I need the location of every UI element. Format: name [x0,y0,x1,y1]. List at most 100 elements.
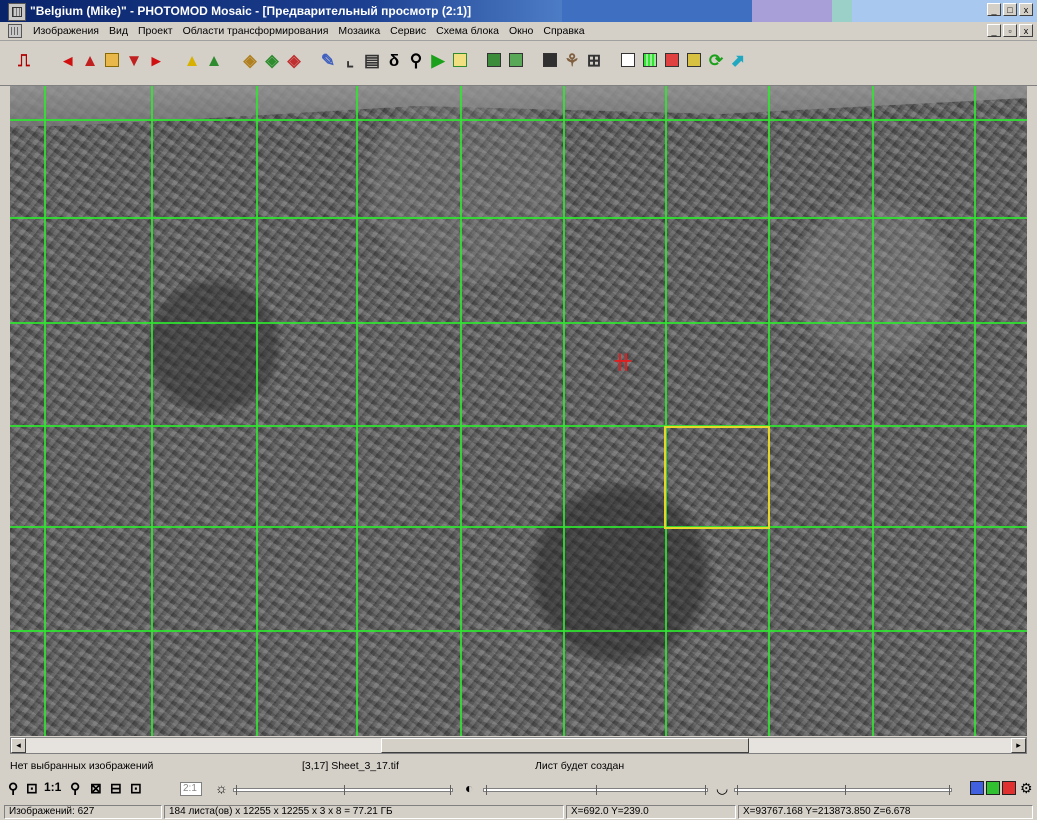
layers-3-icon[interactable]: ◈ [287,50,301,70]
grid-line-vertical [665,86,667,736]
grid-line-horizontal [10,526,1027,528]
menu-bar: Изображения Вид Проект Области трансформ… [0,22,1037,41]
green-grid-icon[interactable] [640,49,660,71]
settings-icon[interactable]: ⚙ [1020,780,1033,796]
green-channel-icon[interactable] [986,781,1000,795]
grid-green-icon[interactable] [484,49,504,71]
grid-line-vertical [563,86,565,736]
menu-block-scheme[interactable]: Схема блока [436,25,499,37]
image-frame-icon[interactable] [102,49,122,71]
map-viewport[interactable]: 卄 [10,86,1027,736]
scroll-right-icon[interactable]: ▸ [1011,738,1026,753]
cursor-marker: 卄 [614,353,632,373]
app-icon[interactable] [8,3,26,21]
image-left-icon[interactable]: ▲ [81,50,99,70]
zoom-in-icon[interactable]: ⚲ [8,780,19,796]
zoom-value-field[interactable]: 2:1 [180,782,202,796]
doc-close-button[interactable]: x [1019,24,1033,37]
grid-line-horizontal [10,425,1027,427]
cyan-arrow-icon[interactable]: ⬈ [730,50,746,70]
grid-line-vertical [460,86,462,736]
menu-transform-areas[interactable]: Области трансформирования [182,25,329,37]
play-icon[interactable]: ▶ [431,50,445,70]
grid4-icon[interactable]: ⊞ [586,50,602,70]
info-row: Нет выбранных изображений [3,17] Sheet_3… [0,757,1037,774]
grid-line-vertical [356,86,358,736]
zoom-fit-icon[interactable]: ⊡ [26,780,38,796]
brightness-slider[interactable] [233,785,453,795]
menu-service[interactable]: Сервис [390,25,427,37]
exit-icon[interactable]: ⎍ [18,50,30,70]
grid-line-vertical [872,86,874,736]
scroll-left-icon[interactable]: ◂ [11,738,26,753]
contrast-icon: ◐ [465,780,474,796]
magic-icon[interactable]: ✎ [320,50,336,70]
grid-line-vertical [256,86,258,736]
arrow-left-icon[interactable]: ◂ [63,50,73,70]
triangle-yellow-icon[interactable]: ▲ [183,50,201,70]
doc-restore-button[interactable]: ▫ [1003,24,1017,37]
arrow-right-icon[interactable]: ▸ [151,50,161,70]
menu-images[interactable]: Изображения [33,25,99,37]
grid-line-vertical [974,86,976,736]
palette-icon[interactable]: ⚘ [564,50,580,70]
document-menu-icon[interactable] [8,24,22,38]
gamma-slider[interactable] [734,785,952,795]
brightness-icon: ☼ [215,780,228,796]
maximize-button[interactable]: □ [1003,3,1017,16]
table-icon[interactable]: ▤ [363,50,381,70]
zoom-window-icon[interactable]: ⊠ [90,780,102,796]
menu-mosaic[interactable]: Мозаика [338,25,381,37]
layers-2-icon[interactable]: ◈ [265,50,279,70]
grid-line-vertical [151,86,153,736]
controls-row: ⚲ ⊡ 1:1 ⚲ ⊠ ⊟ ⊡ 2:1 ☼ ◐ ◡ ⚙ [0,776,1037,804]
dark-panel-icon[interactable] [540,49,560,71]
sheet-icon[interactable] [450,49,470,71]
title-gradient-bands [562,0,1037,22]
menu-project[interactable]: Проект [138,25,173,37]
image-right-icon[interactable]: ▼ [125,50,143,70]
blue-channel-icon[interactable] [970,781,984,795]
zoom-icon[interactable]: ⚲ [409,50,423,70]
selection-info: Нет выбранных изображений [10,760,154,772]
layers-1-icon[interactable]: ◈ [243,50,257,70]
triangle-green-icon[interactable]: ▲ [205,50,223,70]
zoom-out-icon[interactable]: ⚲ [70,780,81,796]
menu-view[interactable]: Вид [109,25,128,37]
pixel-coordinates: X=692.0 Y=239.0 [566,805,736,819]
title-bar: "Belgium (Mike)" - PHOTOMOD Mosaic - [Пр… [0,0,1037,22]
grid-line-vertical [768,86,770,736]
yellow-square-icon[interactable] [684,49,704,71]
red-channel-icon[interactable] [1002,781,1016,795]
grid-line-vertical [44,86,46,736]
grid-green-2-icon[interactable] [506,49,526,71]
menu-window[interactable]: Окно [508,25,534,37]
zoom-one-button[interactable]: 1:1 [44,780,62,794]
zoom-next-icon[interactable]: ⊡ [130,780,142,796]
grid-line-horizontal [10,119,1027,121]
contrast-slider[interactable] [483,785,708,795]
minimize-button[interactable]: _ [987,3,1001,16]
window-title: "Belgium (Mike)" - PHOTOMOD Mosaic - [Пр… [30,4,472,18]
images-count: Изображений: 627 [4,805,162,819]
sheets-info: 184 листа(ов) x 12255 x 12255 x 3 x 8 = … [164,805,564,819]
doc-icon[interactable] [618,49,638,71]
grid-line-horizontal [10,322,1027,324]
current-sheet-name: [3,17] Sheet_3_17.tif [302,760,399,772]
scroll-thumb[interactable] [381,738,749,753]
selected-sheet[interactable] [664,426,770,529]
zoom-prev-icon[interactable]: ⊟ [110,780,122,796]
doc-minimize-button[interactable]: _ [987,24,1001,37]
menu-help[interactable]: Справка [543,25,585,37]
world-coordinates: X=93767.168 Y=213873.850 Z=6.678 [738,805,1033,819]
horizontal-scrollbar[interactable]: ◂ ▸ [10,737,1027,754]
delta-icon[interactable]: δ [388,50,400,70]
grid-line-horizontal [10,217,1027,219]
gamma-icon: ◡ [716,780,729,796]
grid-line-horizontal [10,630,1027,632]
red-square-icon[interactable] [662,49,682,71]
corner-icon[interactable]: ⌞ [346,50,354,70]
status-bar: Изображений: 627 184 листа(ов) x 12255 x… [0,804,1037,820]
close-button[interactable]: x [1019,3,1033,16]
cycle-icon[interactable]: ⟳ [708,50,724,70]
